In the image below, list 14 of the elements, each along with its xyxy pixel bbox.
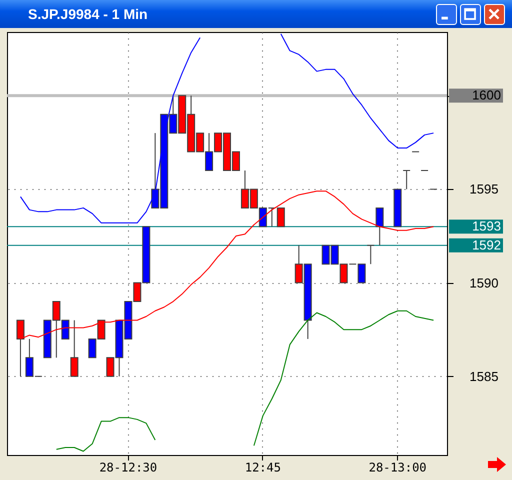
ref-line-label: 1593 <box>472 218 501 234</box>
candlestick <box>402 170 411 190</box>
candlestick <box>376 207 384 246</box>
ref-line-label: 1600 <box>472 88 501 103</box>
x-tick-label: 12:45 <box>244 460 281 474</box>
y-tick-label: 1595 <box>470 182 498 197</box>
y-tick-label: 1585 <box>470 368 498 384</box>
chart-title: S.JP.J9984 - 1 Min <box>28 5 148 24</box>
y-tick-label: 1590 <box>470 275 498 290</box>
x-tick-label: 28-13:00 <box>368 460 427 474</box>
candlestick <box>366 244 375 265</box>
candlestick <box>276 207 285 228</box>
x-tick-label: 28-12:30 <box>99 460 158 474</box>
ref-line-label: 1592 <box>472 237 501 252</box>
